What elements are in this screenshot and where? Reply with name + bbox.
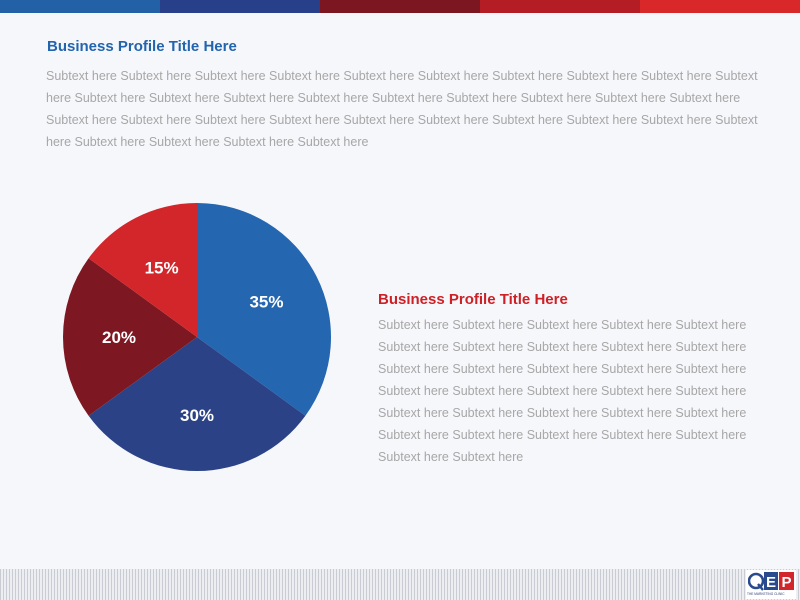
pie-slice bbox=[88, 337, 306, 471]
pie-slice-label: 30% bbox=[180, 406, 214, 425]
top-bar-segment bbox=[0, 0, 160, 13]
company-logo: E P THE MARKETING CLINIC bbox=[746, 570, 796, 599]
top-bar-segment bbox=[640, 0, 800, 13]
pie-slice-label: 15% bbox=[145, 259, 179, 278]
section-body-top: Subtext here Subtext here Subtext here S… bbox=[46, 69, 758, 149]
logo-caption: THE MARKETING CLINIC bbox=[747, 592, 785, 596]
pie-slice-label: 20% bbox=[102, 328, 136, 347]
pie-slice bbox=[62, 258, 197, 416]
section-title-top: Business Profile Title Here bbox=[47, 38, 237, 55]
top-color-bar bbox=[0, 0, 800, 13]
logo-mark-icon: E P bbox=[748, 571, 794, 591]
svg-text:P: P bbox=[781, 574, 791, 591]
pie-slice bbox=[88, 203, 197, 337]
section-body-right: Subtext here Subtext here Subtext here S… bbox=[378, 318, 747, 464]
pie-chart: 35% 30% 20% 15% bbox=[62, 203, 331, 471]
pie-slice bbox=[197, 203, 331, 416]
top-bar-segment bbox=[160, 0, 320, 13]
footer-stripe bbox=[0, 569, 800, 600]
top-bar-segment bbox=[320, 0, 480, 13]
pie-slice-label: 35% bbox=[249, 293, 283, 312]
top-bar-segment bbox=[480, 0, 640, 13]
svg-text:E: E bbox=[766, 574, 776, 591]
section-title-right: Business Profile Title Here bbox=[378, 291, 568, 308]
